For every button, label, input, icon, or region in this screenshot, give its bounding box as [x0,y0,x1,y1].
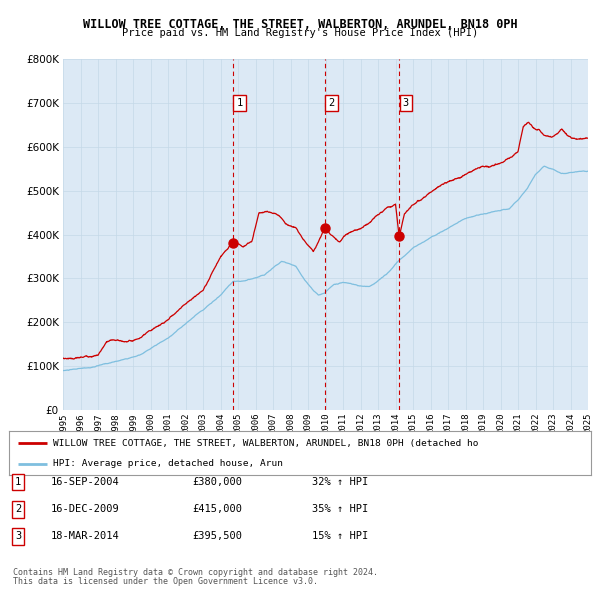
Text: £380,000: £380,000 [192,477,242,487]
Text: 18-MAR-2014: 18-MAR-2014 [51,532,120,541]
Text: 16-SEP-2004: 16-SEP-2004 [51,477,120,487]
Text: WILLOW TREE COTTAGE, THE STREET, WALBERTON, ARUNDEL, BN18 0PH: WILLOW TREE COTTAGE, THE STREET, WALBERT… [83,18,517,31]
Text: WILLOW TREE COTTAGE, THE STREET, WALBERTON, ARUNDEL, BN18 0PH (detached ho: WILLOW TREE COTTAGE, THE STREET, WALBERT… [53,438,478,448]
Text: 1: 1 [236,98,242,108]
Text: This data is licensed under the Open Government Licence v3.0.: This data is licensed under the Open Gov… [13,578,318,586]
Text: 2: 2 [15,504,21,514]
Text: 3: 3 [15,532,21,541]
Text: 32% ↑ HPI: 32% ↑ HPI [312,477,368,487]
Text: Contains HM Land Registry data © Crown copyright and database right 2024.: Contains HM Land Registry data © Crown c… [13,568,378,577]
Text: 35% ↑ HPI: 35% ↑ HPI [312,504,368,514]
Text: 3: 3 [403,98,409,108]
Text: 1: 1 [15,477,21,487]
Text: HPI: Average price, detached house, Arun: HPI: Average price, detached house, Arun [53,460,283,468]
Text: 16-DEC-2009: 16-DEC-2009 [51,504,120,514]
Text: 15% ↑ HPI: 15% ↑ HPI [312,532,368,541]
Text: £395,500: £395,500 [192,532,242,541]
Text: 2: 2 [328,98,335,108]
Text: Price paid vs. HM Land Registry's House Price Index (HPI): Price paid vs. HM Land Registry's House … [122,28,478,38]
Text: £415,000: £415,000 [192,504,242,514]
